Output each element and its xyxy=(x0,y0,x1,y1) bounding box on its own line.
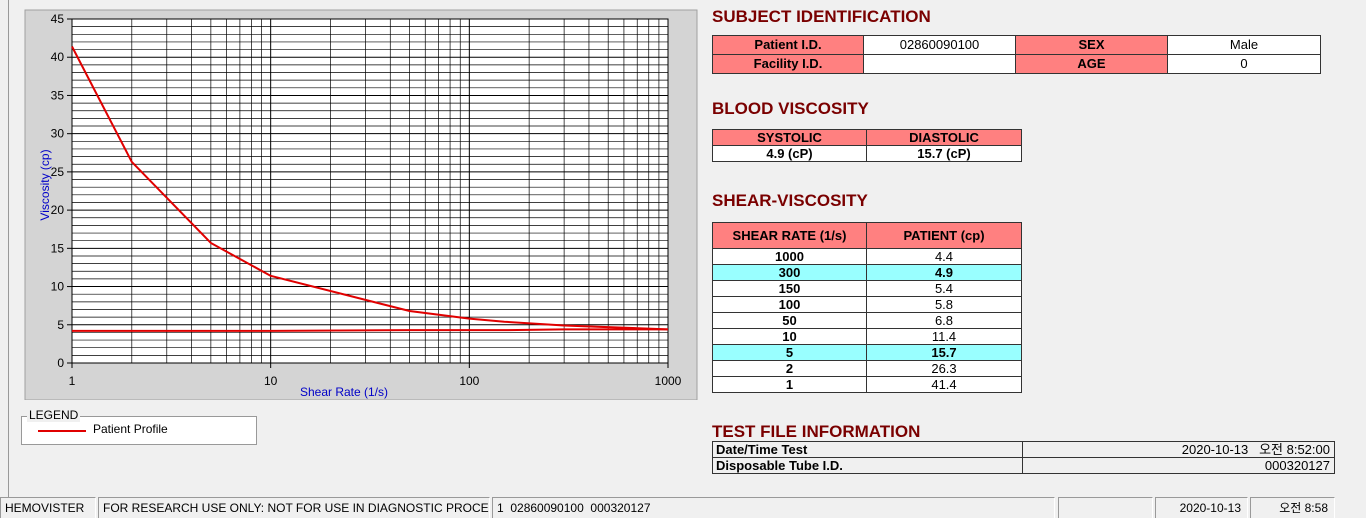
table-cell: 150 xyxy=(712,280,867,297)
table-cell: SEX xyxy=(1015,35,1168,55)
legend-swatch xyxy=(38,430,86,432)
table-cell: 41.4 xyxy=(866,376,1022,393)
table-cell: 0 xyxy=(1167,54,1321,74)
table-header: DIASTOLIC xyxy=(866,129,1022,146)
table-cell: Disposable Tube I.D. xyxy=(712,457,1023,474)
table-cell: 5 xyxy=(712,344,867,361)
data-line xyxy=(72,328,668,332)
y-tick-label: 25 xyxy=(51,165,65,179)
status-text: 오전 8:58 xyxy=(1250,497,1335,518)
data-line xyxy=(71,46,669,331)
legend-title: LEGEND xyxy=(27,408,81,422)
table-header: SHEAR RATE (1/s) xyxy=(712,222,867,249)
table-cell: 1000 xyxy=(712,248,867,265)
chart: 0 5 10 15 20 25 30 35 40 45 1 10 100 1000 Shear Rate (… xyxy=(24,9,698,400)
table-cell: Patient I.D. xyxy=(712,35,864,55)
status-text: HEMOVISTER xyxy=(0,497,96,518)
table-cell: 11.4 xyxy=(866,328,1022,345)
table-cell: 300 xyxy=(712,264,867,281)
frame-edge xyxy=(8,0,9,497)
table-cell: 1 xyxy=(712,376,867,393)
table-cell: 2 xyxy=(712,360,867,377)
table-cell: 5.4 xyxy=(866,280,1022,297)
table-cell: 2020-10-13 오전 8:52:00 xyxy=(1022,441,1335,458)
section-title: BLOOD VISCOSITY xyxy=(712,99,869,118)
table-cell: 5.8 xyxy=(866,296,1022,313)
y-tick-label: 20 xyxy=(51,203,65,217)
table-cell: 15.7 (cP) xyxy=(866,145,1022,162)
table-cell: 100 xyxy=(712,296,867,313)
table-cell: Male xyxy=(1167,35,1321,55)
y-tick-label: 40 xyxy=(51,50,65,64)
x-tick-label: 100 xyxy=(459,374,479,388)
status-panel xyxy=(1058,497,1153,518)
table-header: SYSTOLIC xyxy=(712,129,867,146)
table-cell: AGE xyxy=(1015,54,1168,74)
table-cell: 15.7 xyxy=(866,344,1022,361)
x-tick-label: 1000 xyxy=(655,374,682,388)
plot-border xyxy=(71,18,669,364)
table-cell: Facility I.D. xyxy=(712,54,864,74)
status-text: 2020-10-13 xyxy=(1155,497,1248,518)
table-cell: 000320127 xyxy=(1022,457,1335,474)
y-tick-label: 35 xyxy=(51,88,65,102)
y-tick-label: 10 xyxy=(51,280,65,294)
y-tick-label: 15 xyxy=(51,241,65,255)
table-cell: 50 xyxy=(712,312,867,329)
table-cell: 10 xyxy=(712,328,867,345)
table-cell: 4.4 xyxy=(866,248,1022,265)
table-cell: 26.3 xyxy=(866,360,1022,377)
section-title: SHEAR-VISCOSITY xyxy=(712,191,868,210)
table-cell xyxy=(863,54,1016,74)
table-header: PATIENT (cp) xyxy=(866,222,1022,249)
y-tick-label: 0 xyxy=(57,356,64,370)
x-tick-label: 10 xyxy=(264,374,278,388)
table-cell: 6.8 xyxy=(866,312,1022,329)
section-title: SUBJECT IDENTIFICATION xyxy=(712,7,931,26)
table-cell: 02860090100 xyxy=(863,35,1016,55)
table-cell: 4.9 (cP) xyxy=(712,145,867,162)
y-tick-label: 30 xyxy=(51,127,65,141)
section-title: TEST FILE INFORMATION xyxy=(712,422,921,441)
x-tick-label: 1 xyxy=(69,374,76,388)
legend-label: Patient Profile xyxy=(93,422,168,436)
table-cell: 4.9 xyxy=(866,264,1022,281)
y-axis-label: Viscosity (cp) xyxy=(38,149,52,220)
x-axis-label: Shear Rate (1/s) xyxy=(300,385,388,399)
status-text: FOR RESEARCH USE ONLY: NOT FOR USE IN DI… xyxy=(98,497,490,518)
status-text: 1 02860090100 000320127 xyxy=(492,497,1055,518)
plot-area xyxy=(72,19,668,363)
table-cell: Date/Time Test xyxy=(712,441,1023,458)
y-tick-label: 45 xyxy=(51,12,65,26)
y-tick-label: 5 xyxy=(57,318,64,332)
